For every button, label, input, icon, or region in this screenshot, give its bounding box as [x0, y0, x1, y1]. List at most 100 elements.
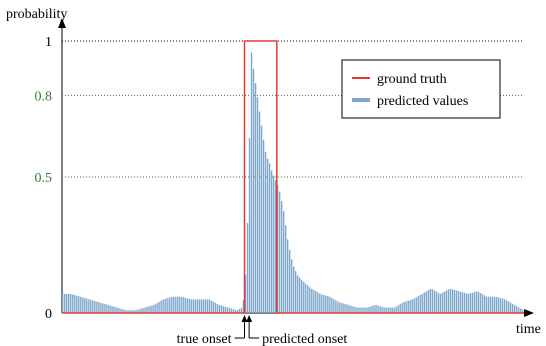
predicted-bar: [62, 293, 64, 313]
predicted-bar: [371, 305, 373, 313]
predicted-bar: [425, 291, 427, 313]
predicted-bar: [441, 292, 444, 313]
predicted-bar: [359, 307, 361, 313]
predicted-bar: [208, 299, 211, 313]
onset-label: true onset: [177, 332, 232, 346]
predicted-bar: [455, 290, 458, 313]
predicted-bar: [389, 307, 391, 313]
predicted-bar: [485, 296, 488, 313]
predicted-bar: [399, 304, 401, 313]
y-tick-label: 0: [45, 307, 52, 322]
predicted-bar: [150, 305, 152, 313]
predicted-bar: [110, 305, 112, 313]
predicted-bar: [349, 305, 351, 313]
predicted-bar: [80, 296, 82, 313]
predicted-bar: [505, 300, 508, 313]
predicted-bar: [130, 310, 132, 313]
predicted-bar: [419, 295, 421, 313]
ground-truth-box: [62, 40, 524, 314]
predicted-bar: [415, 297, 417, 313]
predicted-bar: [224, 306, 227, 313]
predicted-bar: [407, 300, 409, 313]
predicted-bar: [282, 211, 285, 313]
predicted-bar: [186, 298, 188, 313]
predicted-bar: [228, 307, 231, 313]
predicted-bar: [266, 158, 269, 313]
predicted-bar: [353, 306, 355, 313]
predicted-bar: [254, 83, 257, 313]
predicted-bar: [459, 291, 462, 313]
predicted-bar: [335, 300, 337, 313]
predicted-bar: [331, 297, 333, 313]
predicted-bar: [66, 293, 68, 313]
predicted-bar: [82, 297, 84, 313]
predicted-bar: [68, 293, 70, 313]
y-tick-label: 0.8: [35, 89, 53, 104]
predicted-bar: [303, 281, 305, 313]
predicted-bar: [361, 307, 363, 313]
predicted-bar: [168, 297, 170, 313]
predicted-bar: [164, 298, 166, 313]
predicted-bar: [64, 293, 66, 313]
predicted-bar: [469, 293, 472, 313]
predicted-bar: [403, 301, 405, 313]
predicted-bar: [299, 277, 301, 313]
predicted-bar: [315, 291, 317, 313]
predicted-bar: [435, 291, 438, 313]
predicted-bar: [236, 310, 239, 313]
predicted-bar: [377, 305, 379, 313]
predicted-bar: [124, 309, 126, 313]
predicted-bar: [172, 296, 174, 313]
predicted-bar: [264, 151, 267, 313]
predicted-bar: [423, 292, 425, 313]
predicted-bar: [347, 304, 349, 313]
predicted-bar: [411, 299, 413, 313]
predicted-bar: [351, 305, 353, 313]
predicted-bar: [437, 292, 440, 313]
predicted-bar: [274, 180, 277, 313]
predicted-bar: [226, 307, 229, 313]
predicted-bar: [122, 309, 124, 313]
predicted-bar: [70, 293, 72, 313]
predicted-bar: [156, 303, 158, 313]
predicted-bar: [144, 307, 146, 313]
predicted-bar: [297, 275, 299, 313]
predicted-bar: [72, 294, 74, 313]
predicted-bar: [421, 293, 423, 313]
predicted-bar: [86, 298, 88, 313]
predicted-bar: [509, 302, 512, 313]
predicted-bar: [104, 303, 106, 313]
predicted-bar: [242, 299, 245, 313]
y-tick-labels: 0 0.5 0.8 1: [35, 35, 53, 322]
legend-label-ground-truth: ground truth: [377, 72, 447, 87]
predicted-bar: [483, 295, 486, 313]
x-axis-label: time: [516, 322, 541, 337]
predicted-bar: [100, 302, 102, 313]
predicted-bar: [305, 283, 307, 313]
predicted-bar: [491, 296, 494, 313]
predicted-bar: [451, 289, 454, 313]
predicted-bar: [395, 306, 397, 313]
predicted-bar: [258, 111, 261, 313]
predicted-bar: [345, 304, 347, 313]
predicted-bar: [232, 309, 235, 313]
predicted-bar: [246, 223, 249, 313]
predicted-bar: [88, 299, 90, 313]
predicted-bar: [92, 300, 94, 313]
predicted-bar: [174, 296, 176, 313]
predicted-bar: [78, 296, 80, 313]
predicted-bar: [248, 138, 251, 313]
predicted-bar: [252, 68, 255, 313]
predicted-bar: [493, 296, 496, 313]
predicted-bar: [112, 306, 114, 313]
predicted-bar: [417, 296, 419, 313]
predicted-bar: [481, 294, 484, 313]
y-tick-label: 0.5: [35, 171, 53, 186]
predicted-bar: [511, 303, 514, 313]
predicted-bar: [333, 299, 335, 313]
predicted-bar: [240, 307, 243, 313]
predicted-bar: [196, 299, 198, 313]
predicted-bar: [182, 297, 184, 313]
onset-label: predicted onset: [262, 332, 347, 346]
